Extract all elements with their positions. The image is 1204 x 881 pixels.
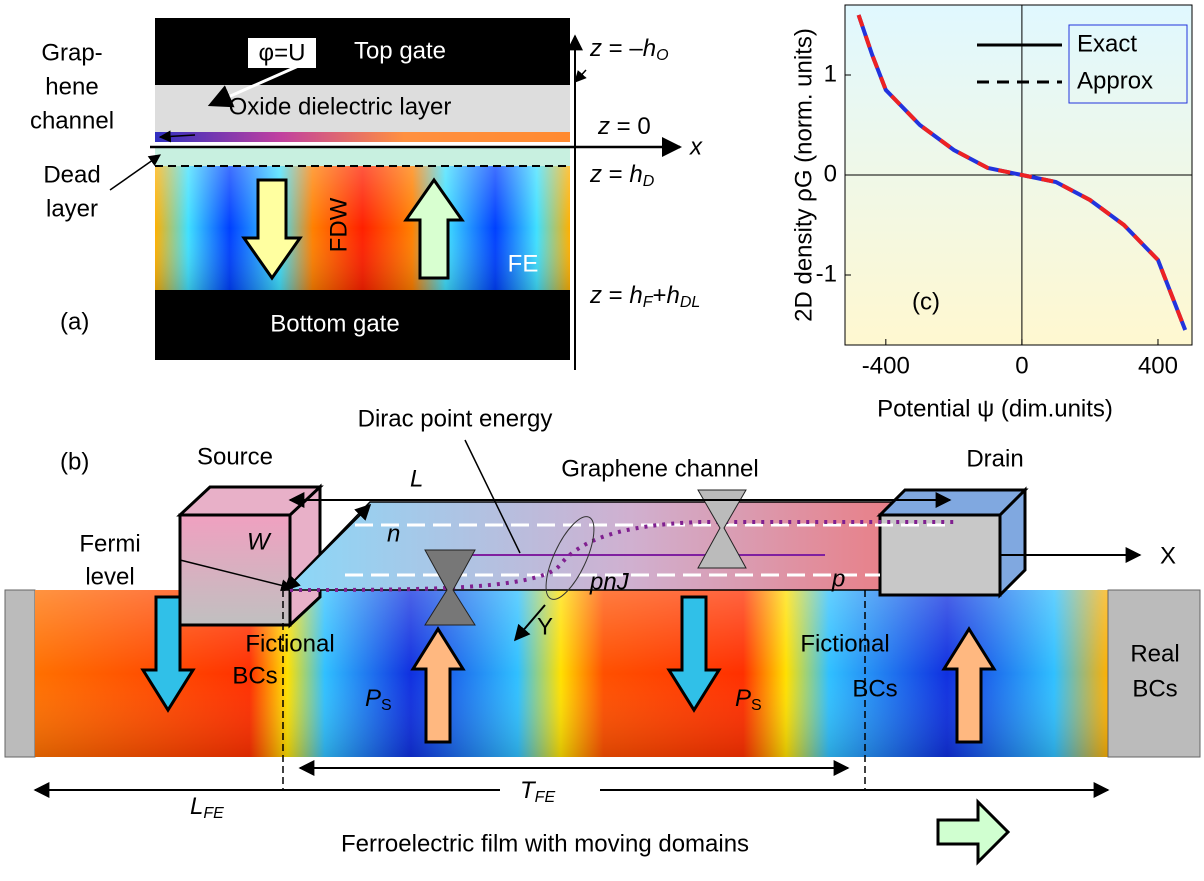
bottom-gate-label: Bottom gate bbox=[270, 310, 399, 337]
sub: S bbox=[751, 697, 762, 714]
z-label: z = hF+hDL bbox=[589, 282, 700, 311]
z: z bbox=[589, 282, 602, 309]
graphene-label: hene bbox=[45, 73, 98, 100]
fe: FE bbox=[508, 250, 539, 277]
tfe-label: TFE bbox=[520, 777, 555, 806]
fictional-label: Fictional bbox=[800, 630, 889, 657]
y-tick-label: 1 bbox=[824, 60, 837, 87]
sub: S bbox=[381, 697, 392, 714]
fermi-label: Fermi bbox=[79, 530, 140, 557]
h: h bbox=[643, 35, 656, 62]
graphene-label: channel bbox=[30, 107, 114, 134]
eq: = bbox=[602, 282, 629, 309]
fictional-label: Fictional bbox=[245, 630, 334, 657]
x-axis-label: x bbox=[689, 133, 703, 160]
dead-label: Dead bbox=[43, 161, 100, 188]
z-label: z = hD bbox=[589, 161, 655, 190]
dead-label: layer bbox=[46, 195, 98, 222]
width-label: W bbox=[247, 528, 272, 555]
y-tick-label: 0 bbox=[824, 160, 837, 187]
eq: = bbox=[602, 161, 629, 188]
z-label: z = –hO bbox=[589, 35, 669, 64]
figure: φ=U Top gate Oxide dielectric layer Bott… bbox=[0, 0, 1204, 876]
sub: D bbox=[643, 173, 655, 190]
top-gate-label: Top gate bbox=[354, 37, 446, 64]
fictional-label: BCs bbox=[232, 662, 277, 689]
sub: FE bbox=[203, 805, 224, 822]
graphene-label: Grap- bbox=[41, 39, 102, 66]
legend-label: Exact bbox=[1077, 30, 1137, 57]
panel-label: (c) bbox=[912, 288, 940, 315]
x-axis-title: Potential ψ (dim.units) bbox=[877, 395, 1113, 422]
p-label: p bbox=[831, 565, 845, 592]
phi: φ=U bbox=[259, 39, 306, 66]
source-box bbox=[180, 515, 290, 625]
y-tick-label: -1 bbox=[816, 260, 837, 287]
length-label: L bbox=[410, 465, 423, 492]
z: z bbox=[589, 35, 602, 62]
real-label: BCs bbox=[1132, 675, 1177, 702]
pnj-label: pnJ bbox=[589, 568, 630, 595]
x-axis-label: X bbox=[1160, 542, 1176, 569]
real-block bbox=[1108, 590, 1200, 757]
pointer bbox=[575, 70, 586, 82]
panel-label: (a) bbox=[60, 308, 89, 335]
h: h bbox=[667, 282, 680, 309]
h: h bbox=[629, 282, 642, 309]
p: P bbox=[365, 685, 381, 712]
dirac-label: Dirac point energy bbox=[358, 405, 553, 432]
lfe-label: LFE bbox=[190, 793, 224, 822]
z-label: z = 0 bbox=[597, 113, 651, 140]
x-tick-label: 0 bbox=[1015, 352, 1028, 379]
y-axis-label: Y bbox=[537, 613, 553, 640]
fictional-label: BCs bbox=[852, 675, 897, 702]
drain-box bbox=[880, 515, 1000, 595]
fdw: FDW bbox=[325, 197, 352, 252]
dead-pointer bbox=[110, 155, 160, 190]
y-axis-title: 2D density ρG (norm. units) bbox=[790, 28, 817, 322]
legend-label: Approx bbox=[1077, 67, 1153, 94]
fermi-label: level bbox=[85, 563, 134, 590]
sub: FE bbox=[535, 789, 556, 806]
panel-c: (c) Potential ψ (dim.units) 2D density ρ… bbox=[790, 5, 1192, 422]
panel-label: (b) bbox=[60, 448, 89, 475]
drain-label: Drain bbox=[966, 445, 1023, 472]
eq: = 0 bbox=[610, 113, 651, 140]
panel-b: (b) Source Drain Dirac point energy Grap… bbox=[5, 405, 1200, 862]
x-tick-label: 400 bbox=[1138, 352, 1178, 379]
sub: DL bbox=[680, 294, 700, 311]
oxide-label: Oxide dielectric layer bbox=[229, 93, 452, 120]
n-label: n bbox=[387, 520, 400, 547]
dead-layer bbox=[155, 148, 570, 166]
z: z bbox=[589, 161, 602, 188]
p: P bbox=[735, 685, 751, 712]
graphene-strip bbox=[155, 132, 570, 142]
motion-arrow bbox=[938, 802, 1008, 862]
l: L bbox=[190, 793, 203, 820]
x-tick-label: -400 bbox=[862, 352, 910, 379]
panel-a: φ=U Top gate Oxide dielectric layer Bott… bbox=[30, 18, 703, 370]
eq: = – bbox=[602, 35, 643, 62]
h: h bbox=[629, 161, 642, 188]
plus: + bbox=[653, 282, 667, 309]
channel-label: Graphene channel bbox=[561, 455, 758, 482]
caption: Ferroelectric film with moving domains bbox=[341, 830, 749, 857]
real-label: Real bbox=[1130, 640, 1179, 667]
left-block bbox=[5, 590, 35, 757]
source-label: Source bbox=[197, 443, 273, 470]
z: z bbox=[597, 113, 610, 140]
sub: O bbox=[656, 47, 668, 64]
